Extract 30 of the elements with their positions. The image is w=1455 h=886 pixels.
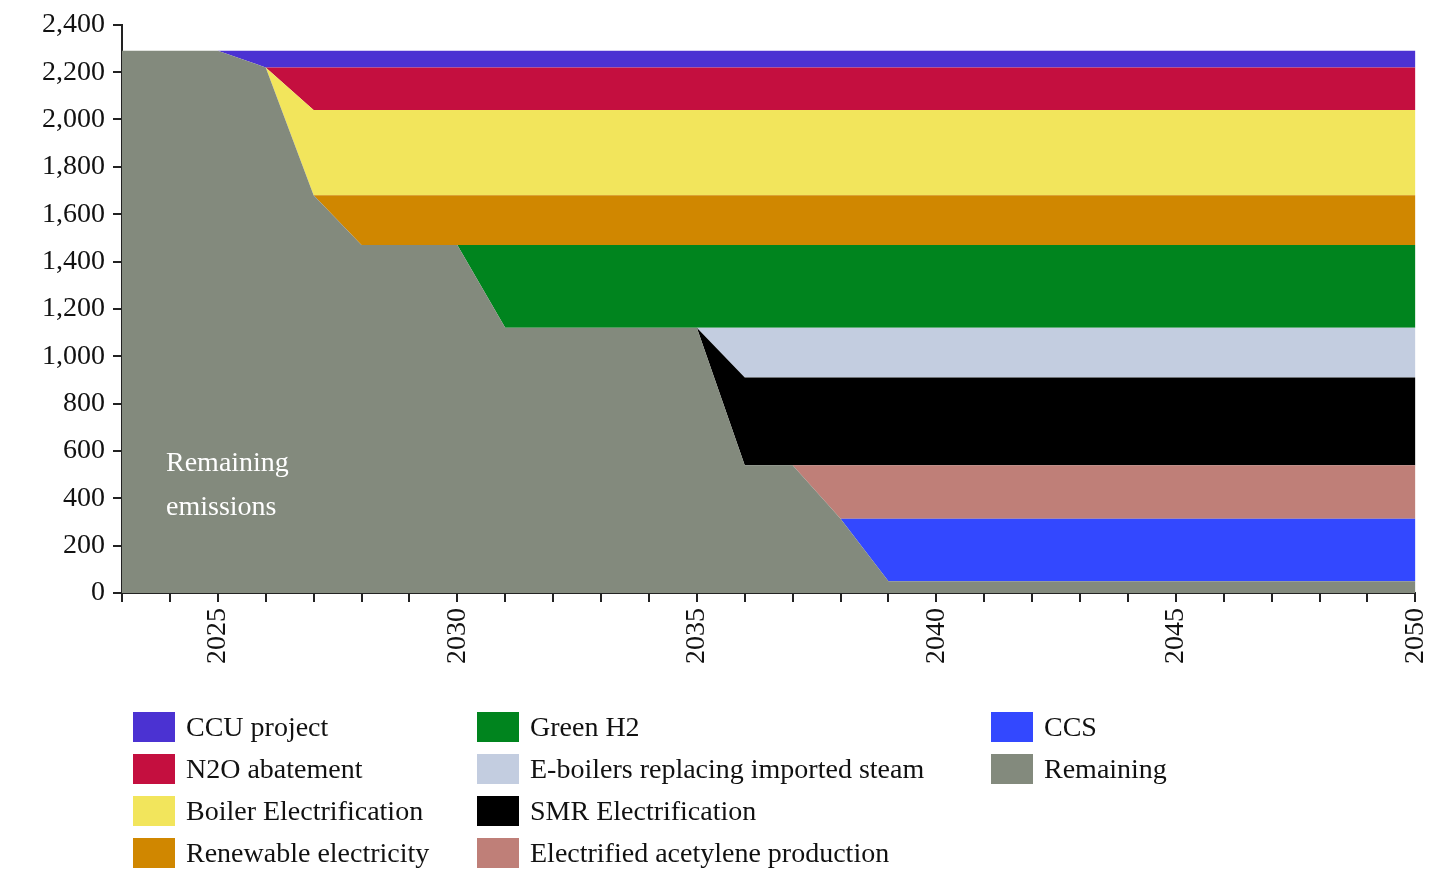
x-tick-label: 2045 xyxy=(1158,608,1190,664)
x-tick-label: 2050 xyxy=(1397,608,1429,664)
x-tick-label: 2040 xyxy=(918,608,950,664)
legend-label: N2O abatement xyxy=(186,753,363,785)
y-tick-label: 1,200 xyxy=(42,291,105,323)
y-tick-label: 2,400 xyxy=(42,7,105,39)
y-tick-label: 1,000 xyxy=(42,338,105,370)
x-tick-label: 2035 xyxy=(679,608,711,664)
y-tick-label: 400 xyxy=(63,480,105,512)
y-tick-label: 800 xyxy=(63,385,105,417)
y-tick-label: 200 xyxy=(63,528,105,560)
legend-label: Boiler Electrification xyxy=(186,795,424,827)
y-tick-label: 2,000 xyxy=(42,101,105,133)
y-tick-label: 1,600 xyxy=(42,196,105,228)
x-tick-label: 2030 xyxy=(439,608,471,664)
annotation: Remaining emissions xyxy=(166,446,289,522)
legend-label: SMR Electrification xyxy=(530,795,757,827)
legend-label: E-boilers replacing imported steam xyxy=(530,753,925,785)
x-tick-label: 2025 xyxy=(200,608,232,664)
legend-label: CCU project xyxy=(186,711,329,743)
y-tick-label: 1,800 xyxy=(42,149,105,181)
legend-label: Green H2 xyxy=(530,711,640,743)
legend-label: Renewable electricity xyxy=(186,837,430,869)
legend-label: Electrified acetylene production xyxy=(530,837,890,869)
y-tick-label: 0 xyxy=(91,575,105,607)
legend-label: CCS xyxy=(1044,711,1097,743)
y-tick-label: 600 xyxy=(63,433,105,465)
y-tick-label: 2,200 xyxy=(42,54,105,86)
y-tick-label: 1,400 xyxy=(42,243,105,275)
legend-label: Remaining xyxy=(1044,753,1167,785)
